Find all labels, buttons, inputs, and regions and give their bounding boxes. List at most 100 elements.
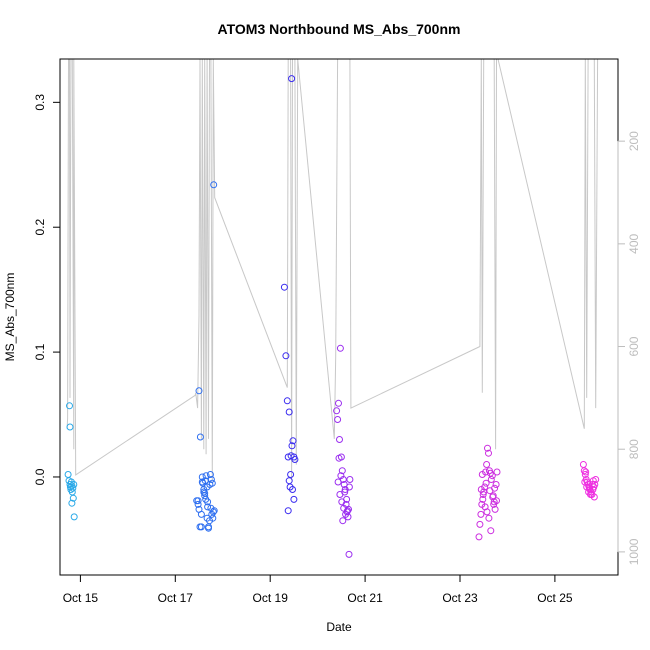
data-point <box>210 507 218 515</box>
data-point <box>201 492 209 500</box>
chart-title: ATOM3 Northbound MS_Abs_700nm <box>218 21 461 37</box>
data-point <box>201 489 209 497</box>
data-point <box>336 436 343 443</box>
data-point <box>289 437 297 445</box>
data-point <box>492 481 500 488</box>
y-tick-label: 0.0 <box>33 468 47 485</box>
data-point <box>206 481 214 488</box>
data-point <box>205 524 212 532</box>
x-tick-label: Oct 25 <box>537 591 573 605</box>
x-axis: Oct 15 Oct 17 Oct 19 Oct 21 Oct 23 Oct 25 <box>63 574 573 605</box>
data-point <box>209 514 217 522</box>
data-point <box>210 181 218 189</box>
data-point <box>477 510 485 518</box>
x-tick-label: Oct 23 <box>442 591 478 605</box>
data-point <box>335 399 342 407</box>
x-tick-label: Oct 15 <box>63 591 99 605</box>
data-point <box>579 461 587 468</box>
data-point <box>344 507 351 515</box>
x-tick-label: Oct 17 <box>158 591 194 605</box>
y-axis: 0.0 0.1 0.2 0.3 <box>33 94 61 485</box>
data-point <box>206 471 214 478</box>
data-point <box>196 433 204 441</box>
data-point <box>339 517 347 525</box>
data-point <box>581 471 589 478</box>
data-point <box>282 352 290 360</box>
data-point <box>483 508 491 516</box>
y-right-tick-label: 600 <box>627 336 641 356</box>
data-point <box>346 476 354 483</box>
data-point <box>490 500 498 508</box>
data-point <box>488 472 496 480</box>
data-point <box>197 510 205 518</box>
data-point <box>493 468 501 476</box>
data-point <box>204 503 212 511</box>
data-point <box>479 495 487 503</box>
data-point <box>66 402 73 410</box>
data-point <box>285 477 293 485</box>
data-point <box>288 75 296 83</box>
data-point <box>487 476 495 483</box>
data-point <box>491 505 499 513</box>
data-point <box>66 423 74 431</box>
data-point <box>485 449 492 457</box>
data-point <box>334 478 342 486</box>
data-point <box>483 461 491 468</box>
data-point <box>68 499 76 507</box>
y-tick-label: 0.3 <box>33 94 47 111</box>
data-point <box>345 505 352 513</box>
data-point <box>287 471 295 478</box>
pressure-line-layer <box>66 58 599 481</box>
data-point <box>345 483 353 491</box>
data-point <box>70 481 78 488</box>
data-point <box>207 476 215 483</box>
data-point <box>197 523 205 531</box>
data-point <box>343 495 351 503</box>
y-right-tick-label: 400 <box>627 234 641 254</box>
data-point <box>333 407 341 415</box>
y-tick-label: 0.2 <box>33 219 47 236</box>
data-point <box>335 454 343 462</box>
data-point <box>487 527 495 535</box>
data-point <box>70 513 78 521</box>
data-point <box>334 416 342 423</box>
data-point <box>195 387 203 395</box>
data-point <box>198 478 206 486</box>
data-point <box>289 486 296 493</box>
data-point <box>290 495 298 503</box>
data-point <box>342 510 350 518</box>
data-point <box>485 514 493 522</box>
data-point <box>285 408 293 416</box>
data-point <box>586 484 593 492</box>
data-point <box>337 472 345 480</box>
data-point <box>202 472 210 480</box>
data-point <box>288 442 296 450</box>
data-point <box>582 468 590 476</box>
data-point <box>69 484 77 492</box>
y-tick-label: 0.1 <box>33 343 47 360</box>
x-tick-label: Oct 19 <box>253 591 289 605</box>
x-tick-label: Oct 21 <box>347 591 383 605</box>
data-point <box>489 493 497 501</box>
data-point <box>589 477 597 485</box>
data-point <box>69 494 77 502</box>
data-point <box>336 344 344 352</box>
data-point <box>200 488 208 496</box>
data-point <box>486 487 494 495</box>
data-point <box>341 488 349 496</box>
data-point <box>482 479 490 487</box>
data-point <box>194 497 202 505</box>
data-point <box>194 500 202 508</box>
data-point <box>476 520 484 528</box>
data-point <box>284 507 292 515</box>
data-point <box>280 283 288 291</box>
y-right-axis: 200 400 600 800 1000 <box>617 131 641 565</box>
data-point <box>591 481 599 488</box>
data-point <box>484 444 491 452</box>
y-right-tick-label: 1000 <box>627 538 641 565</box>
data-point <box>338 467 346 475</box>
x-axis-label: Date <box>326 620 352 634</box>
y-axis-label: MS_Abs_700nm <box>3 273 17 362</box>
y-right-tick-label: 800 <box>627 439 641 459</box>
